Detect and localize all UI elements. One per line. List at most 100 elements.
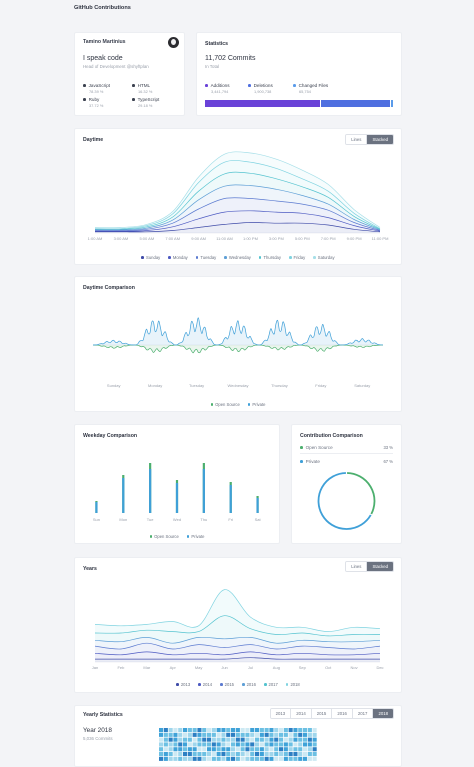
heatmap-cell[interactable] [255,742,260,747]
heatmap-cell[interactable] [183,742,188,747]
heatmap-cell[interactable] [168,737,173,742]
heatmap-cell[interactable] [221,747,226,752]
heatmap-cell[interactable] [259,752,264,757]
heatmap-cell[interactable] [178,742,183,747]
heatmap-cell[interactable] [197,742,202,747]
heatmap-cell[interactable] [211,747,216,752]
heatmap-cell[interactable] [283,728,288,733]
heatmap-cell[interactable] [231,752,236,757]
heatmap-cell[interactable] [264,752,269,757]
heatmap-cell[interactable] [159,728,164,733]
heatmap-cell[interactable] [159,752,164,757]
heatmap-cell[interactable] [178,756,183,761]
heatmap-cell[interactable] [216,747,221,752]
heatmap-cell[interactable] [187,752,192,757]
heatmap-cell[interactable] [245,752,250,757]
heatmap-cell[interactable] [159,732,164,737]
heatmap-cell[interactable] [173,752,178,757]
bar-Mon-private[interactable] [122,478,125,513]
heatmap-cell[interactable] [163,756,168,761]
heatmap-cell[interactable] [245,732,250,737]
legend-item-wednesday[interactable]: Wednesday [224,255,251,260]
heatmap-cell[interactable] [307,747,312,752]
heatmap-cell[interactable] [240,728,245,733]
heatmap-cell[interactable] [221,728,226,733]
heatmap-cell[interactable] [163,728,168,733]
heatmap-cell[interactable] [240,752,245,757]
heatmap-cell[interactable] [298,747,303,752]
heatmap-cell[interactable] [235,752,240,757]
heatmap-cell[interactable] [264,756,269,761]
heatmap-cell[interactable] [255,732,260,737]
legend-item-monday[interactable]: Monday [168,255,188,260]
legend-item-friday[interactable]: Friday [288,255,305,260]
tab-year-2014[interactable]: 2014 [291,709,312,718]
heatmap-cell[interactable] [183,752,188,757]
legend-item-saturday[interactable]: Saturday [313,255,335,260]
heatmap-cell[interactable] [312,742,317,747]
heatmap-cell[interactable] [207,752,212,757]
heatmap-cell[interactable] [303,752,308,757]
heatmap-cell[interactable] [211,742,216,747]
heatmap-cell[interactable] [235,732,240,737]
heatmap-cell[interactable] [187,737,192,742]
heatmap-cell[interactable] [269,756,274,761]
heatmap-cell[interactable] [293,737,298,742]
heatmap-cell[interactable] [192,747,197,752]
heatmap-cell[interactable] [245,737,250,742]
heatmap-cell[interactable] [250,747,255,752]
heatmap-cell[interactable] [235,747,240,752]
heatmap-cell[interactable] [298,752,303,757]
heatmap-cell[interactable] [279,742,284,747]
heatmap-cell[interactable] [226,747,231,752]
series-line-2013[interactable] [95,657,380,660]
heatmap-cell[interactable] [312,747,317,752]
heatmap-cell[interactable] [298,756,303,761]
heatmap-cell[interactable] [202,732,207,737]
heatmap-cell[interactable] [303,756,308,761]
heatmap-cell[interactable] [178,728,183,733]
heatmap-cell[interactable] [207,747,212,752]
heatmap-cell[interactable] [235,728,240,733]
tab-year-2018[interactable]: 2018 [373,709,393,718]
legend-item-2013[interactable]: 2013 [176,682,190,687]
heatmap-cell[interactable] [298,728,303,733]
heatmap-cell[interactable] [231,742,236,747]
heatmap-cell[interactable] [202,752,207,757]
heatmap-cell[interactable] [288,732,293,737]
series-line-Monday[interactable] [94,210,381,232]
heatmap-cell[interactable] [178,737,183,742]
heatmap-cell[interactable] [264,742,269,747]
bar-Sat-private[interactable] [256,498,259,513]
heatmap-cell[interactable] [173,756,178,761]
series-line-Private[interactable] [92,317,384,346]
heatmap-cell[interactable] [197,752,202,757]
heatmap-cell[interactable] [298,732,303,737]
heatmap-cell[interactable] [240,747,245,752]
heatmap-cell[interactable] [183,737,188,742]
heatmap-cell[interactable] [226,737,231,742]
heatmap-cell[interactable] [293,752,298,757]
heatmap-cell[interactable] [187,756,192,761]
heatmap-cell[interactable] [168,742,173,747]
heatmap-cell[interactable] [163,747,168,752]
heatmap-cell[interactable] [221,756,226,761]
series-line-Saturday[interactable] [94,151,381,229]
heatmap-cell[interactable] [283,732,288,737]
heatmap-cell[interactable] [168,756,173,761]
legend-item-2016[interactable]: 2016 [242,682,256,687]
heatmap-cell[interactable] [307,756,312,761]
heatmap-cell[interactable] [168,747,173,752]
series-line-Open Source[interactable] [92,344,383,354]
heatmap-cell[interactable] [293,742,298,747]
heatmap-cell[interactable] [163,742,168,747]
heatmap-cell[interactable] [231,747,236,752]
heatmap-cell[interactable] [202,756,207,761]
heatmap-cell[interactable] [279,752,284,757]
heatmap-cell[interactable] [283,737,288,742]
legend-item-private[interactable]: Private [186,534,204,539]
heatmap-cell[interactable] [303,728,308,733]
donut-slice-Private[interactable] [317,472,372,530]
heatmap-cell[interactable] [312,752,317,757]
heatmap-cell[interactable] [168,752,173,757]
